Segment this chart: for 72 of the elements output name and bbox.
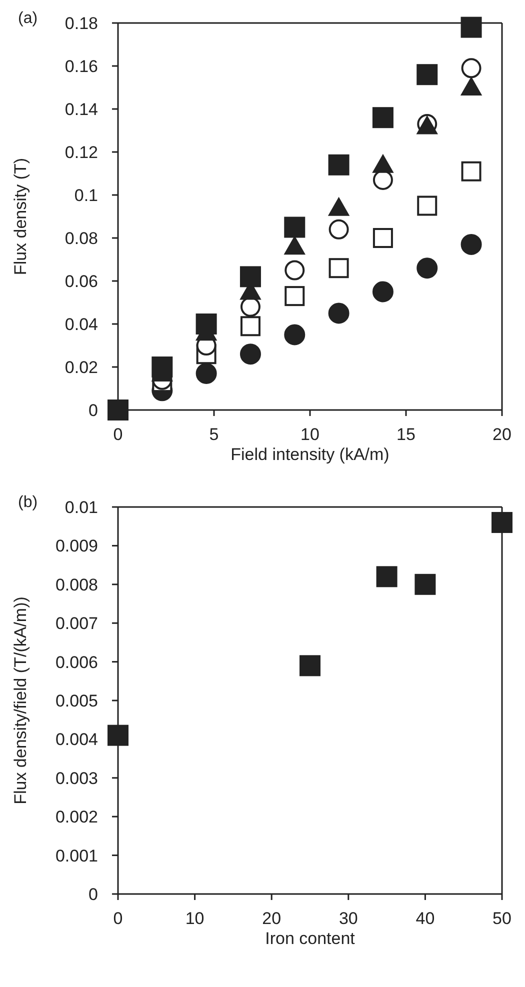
y-tick-label: 0.01 <box>64 498 98 518</box>
x-axis-title: Iron content <box>265 929 356 948</box>
point <box>372 107 394 128</box>
point <box>372 281 394 302</box>
point <box>284 324 306 346</box>
y-tick-label: 0 <box>88 885 98 904</box>
x-tick-label: 10 <box>185 909 204 928</box>
point <box>196 362 217 384</box>
x-tick-label: 5 <box>209 425 219 444</box>
point <box>328 219 349 240</box>
y-tick-label: 0.18 <box>64 14 98 34</box>
y-tick-label: 0.005 <box>55 692 98 711</box>
y-axis-title: Flux density (T) <box>11 158 30 276</box>
x-tick-label: 40 <box>416 909 435 928</box>
y-tick-label: 0.14 <box>64 100 98 120</box>
point <box>240 266 261 288</box>
y-tick-label: 0.008 <box>55 575 98 594</box>
point <box>328 258 349 278</box>
y-tick-label: 0.002 <box>55 808 98 827</box>
y-tick-label: 0.006 <box>55 652 98 672</box>
point <box>328 154 350 176</box>
y-axis-title: Flux density/field (T/(kA/m)) <box>11 596 30 804</box>
point <box>492 512 512 533</box>
point <box>460 16 482 38</box>
x-tick-label: 50 <box>492 909 512 928</box>
y-tick-label: 0.02 <box>64 358 98 378</box>
y-tick-label: 0.08 <box>64 229 98 248</box>
point <box>460 234 482 255</box>
point <box>372 154 394 173</box>
point <box>376 566 398 588</box>
point <box>108 400 128 420</box>
y-tick-label: 0.12 <box>64 143 98 162</box>
point <box>152 356 173 378</box>
point <box>414 574 436 595</box>
y-tick-label: 0.16 <box>64 57 98 76</box>
point <box>284 216 306 238</box>
x-tick-label: 15 <box>396 425 416 444</box>
point <box>417 196 438 216</box>
y-tick-label: 0.007 <box>55 614 98 634</box>
x-axis-title: Field intensity (kA/m) <box>230 445 390 464</box>
point <box>461 161 482 182</box>
point <box>284 236 306 255</box>
point <box>196 314 217 334</box>
x-tick-label: 20 <box>262 909 282 928</box>
y-tick-label: 0.004 <box>55 730 98 750</box>
y-tick-label: 0.001 <box>55 846 98 866</box>
point <box>372 228 393 248</box>
point <box>108 724 128 746</box>
point <box>460 77 482 96</box>
point <box>284 286 305 306</box>
y-tick-label: 0.06 <box>64 272 98 292</box>
x-tick-label: 0 <box>113 425 123 444</box>
point <box>416 64 438 86</box>
y-tick-label: 0.1 <box>74 186 98 206</box>
point <box>284 260 305 280</box>
point <box>461 58 482 78</box>
y-tick-label: 0.003 <box>55 768 98 788</box>
point <box>240 316 260 336</box>
chart-title: (b) <box>18 494 38 512</box>
x-tick-label: 0 <box>113 909 123 928</box>
point <box>328 197 350 216</box>
point <box>240 344 261 365</box>
x-tick-label: 30 <box>338 909 358 928</box>
x-tick-label: 20 <box>492 425 512 444</box>
point <box>416 258 438 279</box>
y-tick-label: 0.009 <box>55 536 98 556</box>
y-tick-label: 0.04 <box>64 315 98 334</box>
point <box>328 302 350 324</box>
point <box>300 655 320 676</box>
chart-title: (a) <box>18 10 38 28</box>
y-tick-label: 0 <box>88 401 98 420</box>
x-tick-label: 10 <box>300 425 320 444</box>
